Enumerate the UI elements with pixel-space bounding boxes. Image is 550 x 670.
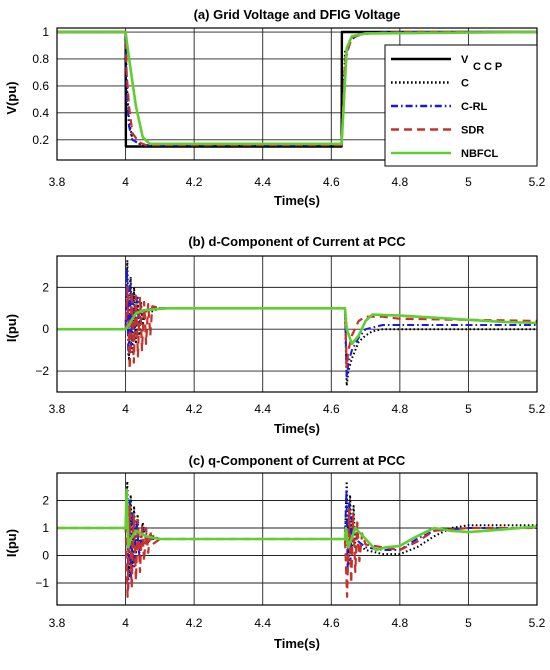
y-tick-label: −2 (35, 364, 49, 378)
x-tick-label: 5 (465, 175, 472, 189)
y-tick-label: −1 (35, 576, 49, 590)
x-tick-label: 4 (122, 402, 129, 416)
x-axis-label: Time(s) (274, 193, 320, 208)
x-tick-label: 4.8 (392, 616, 409, 630)
x-tick-label: 3.8 (49, 616, 66, 630)
series-group (57, 480, 537, 598)
x-tick-label: 4.4 (254, 175, 271, 189)
legend-label: C-RL (461, 101, 488, 113)
y-tick-label: 0 (42, 549, 49, 563)
chart-panel-0: (a) Grid Voltage and DFIG Voltage 3.8 4 4.2… (4, 7, 546, 208)
series-line-nbfcl (57, 488, 537, 552)
plot-frame (56, 472, 538, 606)
y-axis-label: I(pu) (4, 314, 19, 342)
y-tick-label: 1 (42, 521, 49, 535)
chart-title: (b) d-Component of Current at PCC (188, 234, 406, 249)
series-line-nbfcl (57, 306, 537, 346)
legend-label: NBFCL (461, 148, 499, 160)
legend-label: C (461, 78, 469, 90)
x-tick-label: 5.2 (529, 616, 546, 630)
plot-frame (56, 255, 538, 393)
x-tick-label: 4.2 (186, 402, 203, 416)
x-tick-label: 4.8 (392, 402, 409, 416)
chart-title: (a) Grid Voltage and DFIG Voltage (194, 7, 401, 22)
legend-label: SDR (461, 125, 484, 137)
y-tick-label: 0.4 (32, 106, 49, 120)
y-tick-label: 0.8 (32, 52, 49, 66)
series-group (57, 30, 537, 148)
x-tick-label: 3.8 (49, 175, 66, 189)
legend-label-subscript: CCP (473, 61, 505, 73)
x-tick-label: 4.6 (323, 175, 340, 189)
y-axis-label: I(pu) (4, 529, 19, 557)
x-axis-label: Time(s) (274, 636, 320, 651)
x-tick-label: 5 (465, 402, 472, 416)
chart-panel-1: (b) d-Component of Current at PCC 3.8 4 4.2… (4, 234, 546, 436)
x-tick-label: 4.2 (186, 616, 203, 630)
x-tick-label: 5.2 (529, 175, 546, 189)
series-group (57, 259, 537, 387)
chart-title: (c) q-Component of Current at PCC (189, 453, 406, 468)
series-line-c (57, 259, 537, 387)
x-tick-label: 4 (122, 175, 129, 189)
x-tick-label: 4.8 (392, 175, 409, 189)
x-tick-label: 5.2 (529, 402, 546, 416)
y-tick-label: 1 (42, 25, 49, 39)
y-tick-label: 2 (42, 494, 49, 508)
x-axis-label: Time(s) (274, 421, 320, 436)
x-tick-label: 4.4 (254, 402, 271, 416)
x-tick-label: 4.6 (323, 616, 340, 630)
series-line-sdr (57, 504, 537, 598)
y-tick-label: 2 (42, 280, 49, 294)
x-tick-label: 4 (122, 616, 129, 630)
x-tick-label: 4.2 (186, 175, 203, 189)
series-line-sdr (57, 286, 537, 371)
x-tick-label: 5 (465, 616, 472, 630)
y-axis-label: V(pu) (4, 81, 19, 114)
series-line-nbfcl (57, 30, 537, 146)
x-tick-label: 4.6 (323, 402, 340, 416)
y-tick-label: 0.2 (32, 133, 49, 147)
series-line-crl (57, 267, 537, 379)
chart-panel-2: (c) q-Component of Current at PCC 3.8 4 4.2… (4, 453, 546, 651)
legend-label: V (461, 54, 469, 66)
x-tick-label: 3.8 (49, 402, 66, 416)
x-tick-label: 4.4 (254, 616, 271, 630)
y-tick-label: 0 (42, 322, 49, 336)
y-tick-label: 0.6 (32, 79, 49, 93)
legend: V CCP C C-RL SDR NBFCL (384, 44, 538, 167)
